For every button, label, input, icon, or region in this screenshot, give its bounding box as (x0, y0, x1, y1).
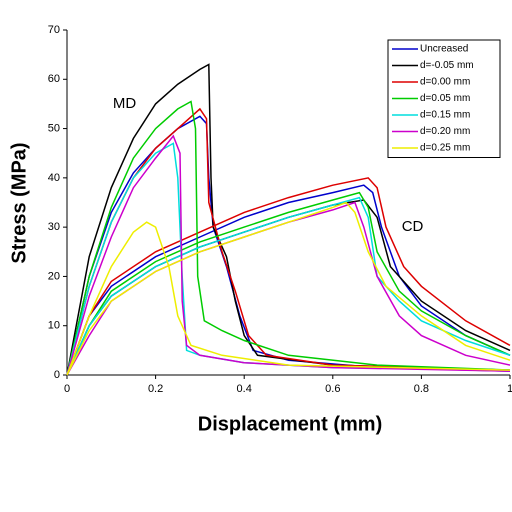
legend-label: d=0.05 mm (420, 93, 470, 104)
x-tick-label: 0 (64, 383, 70, 395)
y-tick-label: 70 (48, 24, 60, 36)
annotation: CD (402, 218, 424, 235)
x-tick-label: 0.8 (414, 383, 429, 395)
x-tick-label: 0.6 (325, 383, 340, 395)
y-tick-label: 50 (48, 122, 60, 134)
y-tick-label: 40 (48, 172, 60, 184)
x-tick-label: 0.4 (237, 383, 252, 395)
x-axis-title: Displacement (mm) (198, 413, 383, 435)
y-tick-label: 10 (48, 320, 60, 332)
y-tick-label: 30 (48, 221, 60, 233)
legend-label: d=-0.05 mm (420, 60, 474, 71)
legend-label: d=0.15 mm (420, 110, 470, 121)
legend-label: d=0.25 mm (420, 143, 470, 154)
series-line (66, 100, 511, 376)
legend-label: d=0.20 mm (420, 126, 470, 137)
y-tick-label: 60 (48, 73, 60, 85)
x-tick-label: 0.2 (148, 383, 163, 395)
series-line (66, 201, 511, 376)
series-line (66, 142, 511, 376)
annotation: MD (113, 95, 136, 112)
legend-label: Uncreased (420, 44, 468, 55)
y-axis-title: Stress (MPa) (8, 142, 30, 263)
y-tick-label: 20 (48, 270, 60, 282)
legend-label: d=0.00 mm (420, 77, 470, 88)
x-tick-label: 1 (507, 383, 512, 395)
y-tick-label: 0 (54, 369, 60, 381)
